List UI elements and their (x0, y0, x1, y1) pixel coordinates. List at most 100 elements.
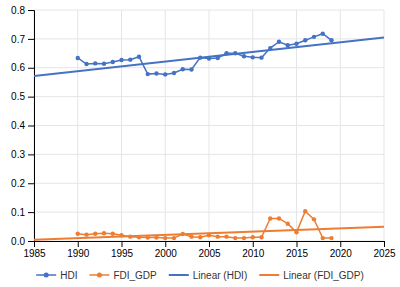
point (93, 61, 97, 65)
grid-line (340, 10, 341, 241)
series-line (78, 34, 332, 75)
point (76, 232, 80, 236)
tick-label: 1985 (23, 248, 46, 259)
legend-item: Linear (HDI) (169, 270, 247, 281)
tick-label: 2025 (373, 248, 396, 259)
x-axis: 198519901995200020052010201520202025 (23, 241, 396, 259)
point (329, 236, 333, 240)
tick-mark (165, 241, 166, 247)
axis-line (35, 242, 385, 248)
tick-mark (28, 68, 34, 69)
point (128, 57, 132, 61)
point (154, 235, 158, 239)
tick: 2010 (242, 241, 265, 259)
tick-label: 0.1 (11, 207, 25, 218)
point (312, 217, 316, 221)
point (329, 38, 333, 42)
legend-label: FDI_GDP (113, 270, 157, 281)
legend-label: Linear (HDI) (193, 270, 247, 281)
point (312, 35, 316, 39)
point (198, 235, 202, 239)
point (111, 60, 115, 64)
point (93, 232, 97, 236)
tick: 2025 (373, 241, 396, 259)
tick-mark (122, 241, 123, 247)
tick-mark (28, 126, 34, 127)
tick-mark (28, 97, 34, 98)
legend-item: Linear (FDI_GDP) (259, 270, 364, 281)
point (137, 235, 141, 239)
grid-line (252, 10, 253, 241)
point (242, 236, 246, 240)
legend-marker (44, 273, 49, 278)
point (189, 67, 193, 71)
point (277, 216, 281, 220)
point (146, 72, 150, 76)
tick-label: 2020 (330, 248, 353, 259)
point (84, 62, 88, 66)
point (259, 55, 263, 59)
point (198, 55, 202, 59)
tick-mark (28, 212, 34, 213)
tick-mark (28, 10, 34, 11)
chart: 1985199019952000200520102015202020250.00… (0, 0, 400, 287)
point (259, 235, 263, 239)
tick-label: 0.7 (11, 34, 25, 45)
tick-mark (384, 241, 385, 247)
point (119, 58, 123, 62)
point (189, 234, 193, 238)
legend-item: FDI_GDP (89, 270, 157, 281)
tick: 0.5 (11, 91, 34, 102)
point (102, 231, 106, 235)
tick-mark (340, 241, 341, 247)
tick: 1985 (23, 241, 46, 259)
plot: 1985199019952000200520102015202020250.00… (11, 5, 396, 259)
point (233, 51, 237, 55)
legend-label: HDI (60, 270, 77, 281)
point (321, 236, 325, 240)
point (207, 56, 211, 60)
legend-item: HDI (36, 270, 77, 281)
tick-mark (297, 241, 298, 247)
tick-mark (209, 241, 210, 247)
tick: 2005 (198, 241, 221, 259)
point (268, 216, 272, 220)
grid-line (165, 10, 166, 241)
point (84, 232, 88, 236)
tick: 0.7 (11, 34, 34, 45)
point (224, 234, 228, 238)
tick-label: 1990 (67, 248, 90, 259)
grid-line (209, 10, 210, 241)
point (128, 234, 132, 238)
tick-mark (253, 241, 254, 247)
tick: 2000 (155, 241, 178, 259)
point (181, 67, 185, 71)
point (216, 56, 220, 60)
legend: HDI FDI_GDP Linear (HDI) Linear (FDI_GDP) (36, 270, 364, 281)
point (216, 234, 220, 238)
tick-label: 0.4 (11, 120, 25, 131)
tick-label: 0.3 (11, 149, 25, 160)
tick-label: 0.8 (11, 5, 25, 16)
tick: 0.3 (11, 149, 34, 160)
point (146, 235, 150, 239)
point (286, 221, 290, 225)
legend-swatch (259, 274, 279, 276)
point (277, 40, 281, 44)
point (154, 71, 158, 75)
tick: 0.0 (11, 236, 34, 247)
tick: 0.4 (11, 120, 34, 131)
point (137, 55, 141, 59)
point (321, 31, 325, 35)
point (172, 71, 176, 75)
tick-mark (28, 241, 34, 242)
grid-line (121, 10, 122, 241)
tick: 0.1 (11, 207, 34, 218)
point (251, 235, 255, 239)
tick-mark (28, 183, 34, 184)
tick-mark (78, 241, 79, 247)
point (76, 56, 80, 60)
marks (34, 31, 384, 240)
grid-line (77, 10, 78, 241)
point (303, 209, 307, 213)
